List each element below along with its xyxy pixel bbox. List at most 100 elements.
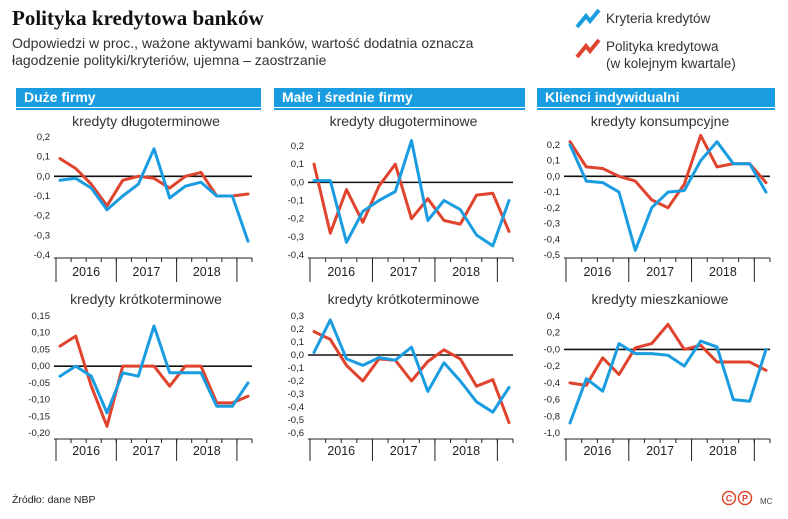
- y-tick-label: 0,0: [291, 177, 304, 188]
- year-label: 2016: [327, 444, 355, 458]
- y-tick-label: 0,1: [547, 156, 560, 167]
- y-tick-label: -0,3: [544, 219, 560, 230]
- y-tick-label: 0,1: [291, 159, 304, 170]
- year-label: 2017: [646, 265, 674, 279]
- legend-policy-label-line1: Polityka kredytowa: [606, 39, 719, 54]
- y-tick-label: -0,5: [544, 250, 560, 261]
- chart-subtitle: kredyty długoterminowe: [72, 113, 220, 129]
- legend-policy-icon: [575, 38, 601, 59]
- series-line-criteria: [312, 318, 511, 414]
- legend-criteria-icon: [575, 8, 601, 29]
- year-label: 2016: [583, 265, 611, 279]
- svg-text:P: P: [742, 494, 748, 504]
- y-tick-label: -0,2: [34, 211, 50, 222]
- source-note: Źródło: dane NBP: [12, 494, 96, 506]
- year-label: 2018: [193, 444, 221, 458]
- y-tick-label: 0,10: [32, 328, 51, 339]
- y-tick-label: -0,1: [288, 196, 304, 207]
- section-header-individuals: Klienci indywidualni: [537, 88, 775, 110]
- series-line-policy: [568, 322, 768, 387]
- y-tick-label: 0,05: [32, 344, 51, 355]
- y-tick-label: -0,8: [544, 411, 560, 422]
- y-tick-label: 0,1: [37, 152, 50, 163]
- y-tick-label: 0,15: [32, 311, 51, 322]
- y-tick-label: -0,3: [288, 389, 304, 400]
- series-line-policy: [312, 162, 511, 235]
- y-tick-label: 0,3: [291, 311, 304, 322]
- y-tick-label: 0,0: [37, 171, 50, 182]
- y-tick-label: -0,1: [34, 191, 50, 202]
- year-label: 2017: [390, 444, 418, 458]
- y-tick-label: 0,0: [547, 171, 560, 182]
- year-label: 2016: [72, 444, 100, 458]
- y-tick-label: 0,2: [547, 328, 560, 339]
- y-tick-label: -0,6: [544, 395, 560, 406]
- series-line-policy: [58, 334, 250, 428]
- series-line-policy: [312, 330, 511, 425]
- y-tick-label: 0,0: [291, 350, 304, 361]
- y-tick-label: -0,3: [34, 230, 50, 241]
- series-line-criteria: [58, 147, 250, 243]
- y-tick-label: -0,6: [288, 428, 304, 439]
- y-tick-label: 0,4: [547, 311, 560, 322]
- year-label: 2018: [709, 265, 737, 279]
- chart-subtitle: kredyty krótkoterminowe: [70, 291, 222, 307]
- year-label: 2018: [193, 265, 221, 279]
- year-label: 2016: [327, 265, 355, 279]
- author-initials: MC: [760, 497, 773, 506]
- y-tick-label: -0,10: [28, 395, 50, 406]
- section-header-large-firms: Duże firmy: [16, 88, 261, 110]
- y-tick-label: -0,5: [288, 415, 304, 426]
- publisher-logo: C P: [722, 490, 753, 506]
- y-tick-label: -0,2: [544, 361, 560, 372]
- chart-subtitle: kredyty długoterminowe: [330, 113, 478, 129]
- y-tick-label: 0,2: [37, 132, 50, 143]
- chart-subtitle: kredyty mieszkaniowe: [592, 291, 729, 307]
- y-tick-label: 0,2: [547, 140, 560, 151]
- y-tick-label: -0,2: [544, 203, 560, 214]
- year-label: 2017: [133, 265, 161, 279]
- year-label: 2018: [452, 265, 480, 279]
- chart-subtitle: kredyty krótkoterminowe: [328, 291, 480, 307]
- page-title: Polityka kredytowa banków: [12, 6, 264, 30]
- legend-criteria: Kryteria kredytów: [574, 8, 711, 29]
- y-tick-label: -0,05: [28, 378, 50, 389]
- y-tick-label: -0,0: [544, 344, 560, 355]
- y-tick-label: -0,2: [288, 214, 304, 225]
- legend-criteria-label: Kryteria kredytów: [606, 11, 711, 26]
- series-line-criteria: [568, 140, 768, 252]
- series-line-policy: [568, 133, 768, 210]
- y-tick-label: -0,4: [288, 250, 304, 261]
- y-tick-label: -0,4: [544, 378, 560, 389]
- svg-text:C: C: [726, 494, 733, 504]
- series-line-criteria: [312, 139, 511, 248]
- year-label: 2017: [646, 444, 674, 458]
- y-tick-label: -0,15: [28, 411, 50, 422]
- y-tick-label: -1,0: [544, 428, 560, 439]
- y-tick-label: 0,2: [291, 141, 304, 152]
- y-tick-label: -0,4: [544, 234, 560, 245]
- y-tick-label: -0,4: [288, 402, 304, 413]
- year-label: 2017: [390, 265, 418, 279]
- year-label: 2016: [72, 265, 100, 279]
- page-subtitle: Odpowiedzi w proc., ważone aktywami bank…: [12, 35, 474, 68]
- series-line-policy: [58, 157, 250, 208]
- series-line-criteria: [58, 324, 250, 415]
- section-header-sme: Małe i średnie firmy: [274, 88, 525, 110]
- year-label: 2017: [133, 444, 161, 458]
- y-tick-label: -0,1: [288, 363, 304, 374]
- y-tick-label: -0,4: [34, 250, 50, 261]
- series-line-criteria: [568, 339, 768, 425]
- y-tick-label: -0,3: [288, 232, 304, 243]
- y-tick-label: 0,00: [32, 361, 51, 372]
- y-tick-label: 0,1: [291, 337, 304, 348]
- year-label: 2018: [452, 444, 480, 458]
- y-tick-label: -0,20: [28, 428, 50, 439]
- y-tick-label: 0,2: [291, 324, 304, 335]
- y-tick-label: -0,2: [288, 376, 304, 387]
- legend-policy: Polityka kredytowa (w kolejnym kwartale): [574, 38, 736, 72]
- legend-policy-label-line2: (w kolejnym kwartale): [606, 56, 736, 71]
- y-tick-label: -0,1: [544, 187, 560, 198]
- chart-subtitle: kredyty konsumpcyjne: [591, 113, 730, 129]
